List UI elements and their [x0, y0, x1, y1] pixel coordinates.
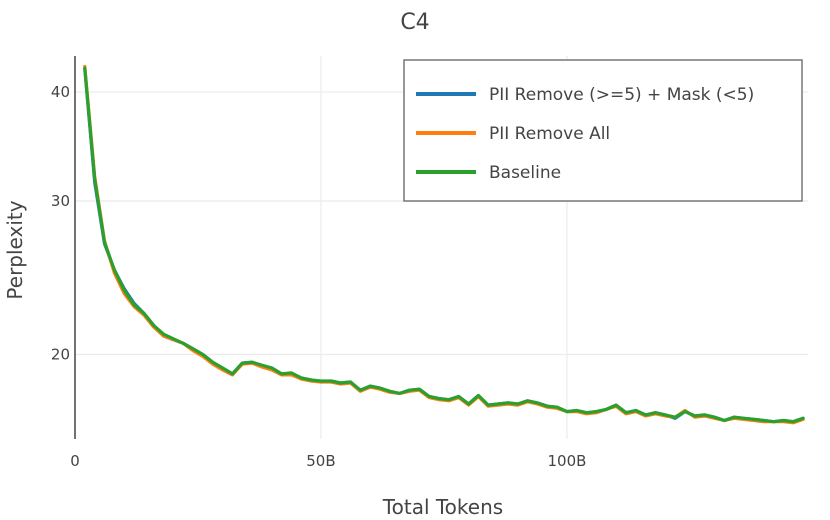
x-tick-labels: 0 50B 100B	[70, 452, 586, 470]
y-axis-title: Perplexity	[3, 200, 27, 299]
x-axis-title: Total Tokens	[382, 495, 503, 519]
y-tick-labels: 20 30 40	[51, 83, 70, 363]
y-tick-label: 20	[51, 346, 70, 364]
legend-box	[403, 59, 803, 202]
legend-item-2[interactable]: PII Remove All	[416, 124, 610, 144]
legend-label: PII Remove All	[489, 124, 610, 144]
x-tick-label: 100B	[547, 452, 586, 470]
y-tick-label: 40	[51, 83, 70, 101]
series-line-3	[83, 66, 805, 424]
x-tick-label: 50B	[306, 452, 335, 470]
legend-label: PII Remove (>=5) + Mask (<5)	[489, 85, 754, 105]
legend-label: Baseline	[489, 163, 561, 183]
chart-title: C4	[400, 10, 429, 35]
legend[interactable]: PII Remove (>=5) + Mask (<5) PII Remove A…	[403, 59, 803, 202]
legend-item-1[interactable]: PII Remove (>=5) + Mask (<5)	[416, 85, 754, 105]
series-lines	[83, 64, 805, 425]
legend-item-3[interactable]: Baseline	[416, 163, 561, 183]
y-tick-label: 30	[51, 192, 70, 210]
x-tick-label: 0	[70, 452, 80, 470]
